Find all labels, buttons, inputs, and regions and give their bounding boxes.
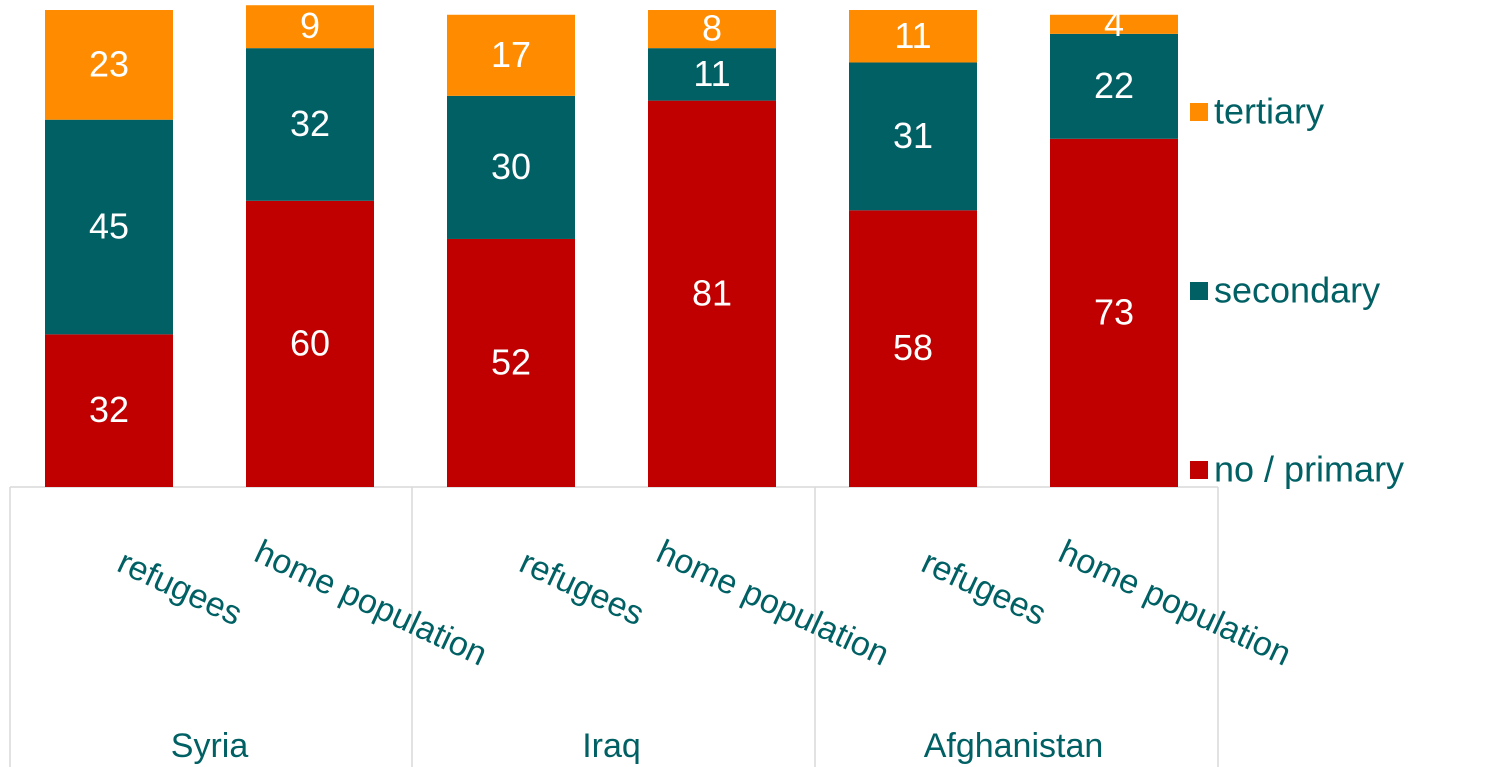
- x-tick-label: home population: [249, 533, 493, 674]
- value-label: 23: [89, 43, 129, 84]
- bar-segment: [648, 10, 776, 49]
- legend-swatch: [1190, 461, 1208, 479]
- value-label: 60: [290, 322, 330, 363]
- bar-segment: [447, 95, 575, 239]
- value-label: 4: [1104, 3, 1124, 44]
- bar-segment: [45, 119, 173, 335]
- bar-segment: [849, 62, 977, 211]
- x-tick-label: refugees: [514, 543, 650, 633]
- category-axis-frame: [9, 486, 1219, 767]
- bar-segment: [45, 10, 173, 120]
- legend-label: secondary: [1214, 270, 1380, 311]
- value-label: 58: [893, 327, 933, 368]
- value-label: 32: [89, 389, 129, 430]
- value-label: 8: [702, 8, 722, 49]
- bar-segment: [447, 14, 575, 96]
- bar-segment: [849, 10, 977, 63]
- group-label: Afghanistan: [924, 727, 1104, 765]
- group-label: Syria: [171, 727, 249, 765]
- legend-swatch: [1190, 282, 1208, 300]
- bar-segment: [1050, 33, 1178, 139]
- value-label: 22: [1094, 65, 1134, 106]
- group-label: Iraq: [582, 727, 641, 765]
- value-label: 11: [894, 15, 931, 56]
- value-label: 17: [491, 34, 531, 75]
- x-tick-label: refugees: [112, 543, 248, 633]
- legend-label: tertiary: [1214, 91, 1324, 132]
- legend-label: no / primary: [1214, 449, 1404, 490]
- value-label: 11: [693, 53, 730, 94]
- value-label: 73: [1094, 291, 1134, 332]
- value-label: 31: [893, 115, 933, 156]
- value-label: 45: [89, 206, 129, 247]
- bar-segment: [1050, 138, 1178, 488]
- value-label: 32: [290, 103, 330, 144]
- bar-segment: [648, 100, 776, 487]
- bar-segment: [45, 334, 173, 487]
- x-tick-label: home population: [1053, 533, 1297, 674]
- bar-segment: [1050, 14, 1178, 34]
- x-tick-label: home population: [651, 533, 895, 674]
- bar-segment: [246, 5, 374, 49]
- x-tick-label: refugees: [916, 543, 1052, 633]
- value-label: 81: [692, 272, 732, 313]
- bar-segment: [849, 210, 977, 487]
- bar-segment: [246, 200, 374, 488]
- bar-segment: [246, 48, 374, 201]
- bar-segment: [447, 238, 575, 487]
- value-label: 52: [491, 341, 531, 382]
- bar-segment: [648, 48, 776, 101]
- legend-swatch: [1190, 103, 1208, 121]
- value-label: 30: [491, 146, 531, 187]
- value-label: 9: [300, 5, 320, 46]
